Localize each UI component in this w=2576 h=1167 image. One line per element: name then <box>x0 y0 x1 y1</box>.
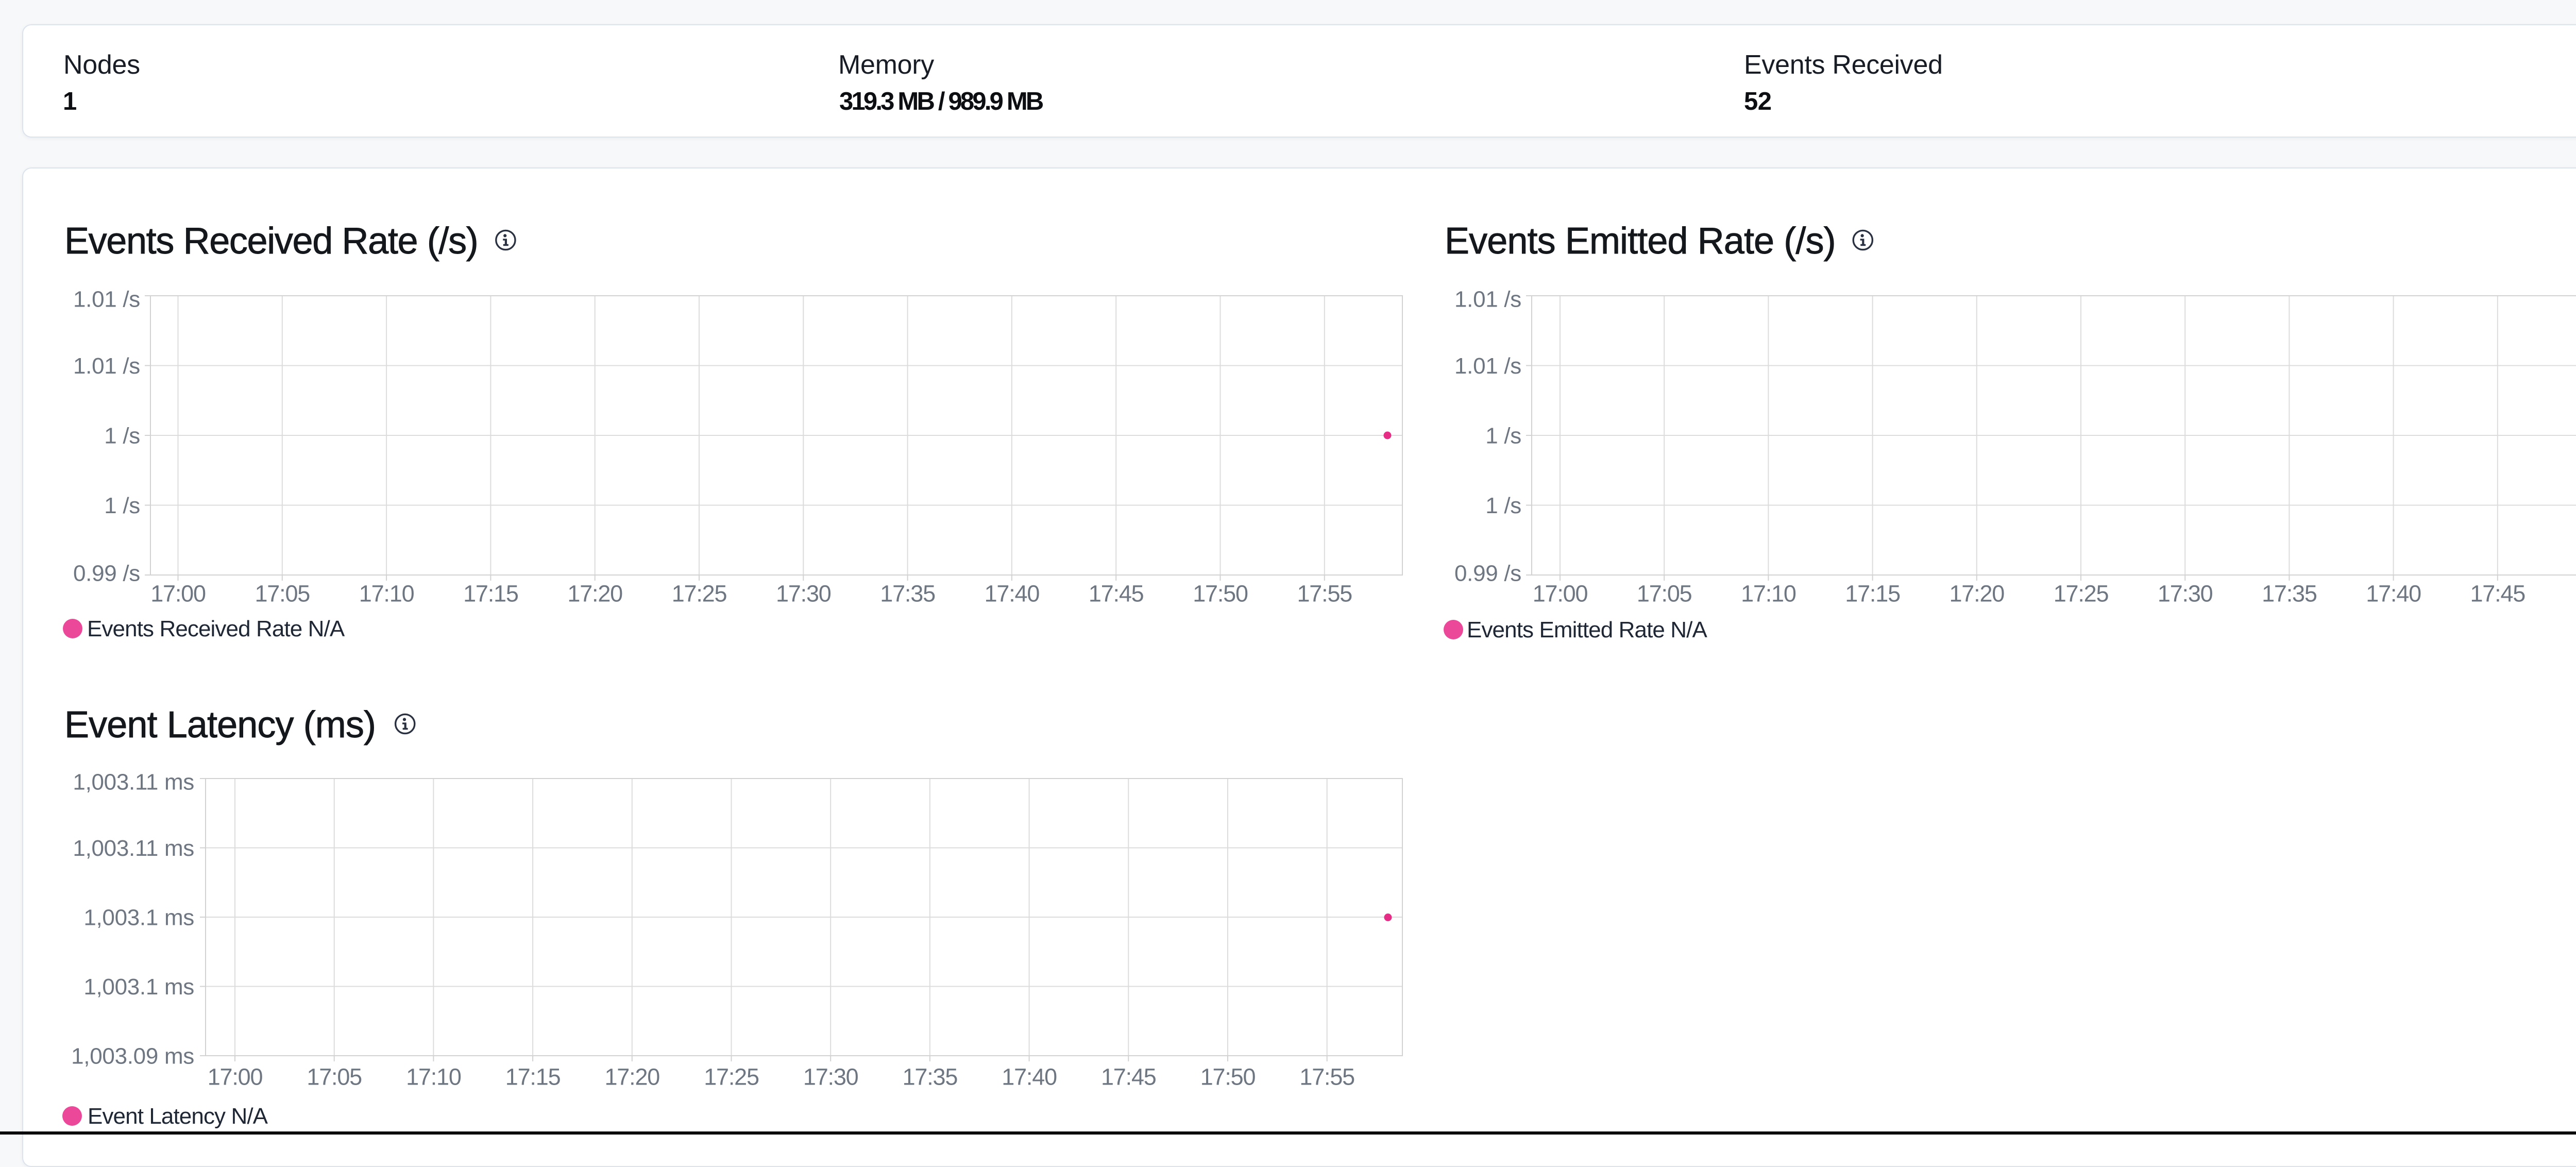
svg-text:1 /s: 1 /s <box>1485 493 1521 518</box>
svg-text:17:50: 17:50 <box>1200 1064 1256 1090</box>
svg-text:17:45: 17:45 <box>1101 1064 1156 1090</box>
svg-text:17:50: 17:50 <box>2574 581 2576 607</box>
svg-text:17:30: 17:30 <box>776 581 831 607</box>
svg-text:17:40: 17:40 <box>2366 581 2421 607</box>
svg-text:Event Latency N/A: Event Latency N/A <box>88 1104 268 1129</box>
svg-text:1 /s: 1 /s <box>104 424 140 449</box>
svg-text:17:45: 17:45 <box>2470 581 2525 607</box>
svg-text:0.99 /s: 0.99 /s <box>1454 561 1521 586</box>
svg-text:Events Received: Events Received <box>1744 50 1943 80</box>
svg-text:17:55: 17:55 <box>1299 1064 1354 1090</box>
svg-text:319.3 MB / 989.9 MB: 319.3 MB / 989.9 MB <box>839 88 1043 115</box>
svg-text:17:25: 17:25 <box>672 581 727 607</box>
svg-text:1,003.11 ms: 1,003.11 ms <box>73 770 194 795</box>
svg-text:17:10: 17:10 <box>406 1064 461 1090</box>
svg-text:1,003.1 ms: 1,003.1 ms <box>83 905 194 931</box>
svg-text:17:20: 17:20 <box>604 1064 659 1090</box>
svg-text:0.99 /s: 0.99 /s <box>73 561 140 586</box>
svg-text:17:20: 17:20 <box>567 581 622 607</box>
svg-text:17:30: 17:30 <box>803 1064 858 1090</box>
svg-text:Events Received Rate N/A: Events Received Rate N/A <box>87 616 345 641</box>
svg-text:Nodes: Nodes <box>63 50 140 80</box>
svg-text:17:20: 17:20 <box>1949 581 2004 607</box>
svg-text:17:05: 17:05 <box>1637 581 1692 607</box>
svg-text:17:30: 17:30 <box>2158 581 2213 607</box>
svg-text:1,003.1 ms: 1,003.1 ms <box>83 974 194 1000</box>
svg-text:17:35: 17:35 <box>903 1064 958 1090</box>
svg-text:17:15: 17:15 <box>463 581 518 607</box>
svg-text:Events Emitted Rate (/s): Events Emitted Rate (/s) <box>1445 221 1836 262</box>
svg-text:17:15: 17:15 <box>505 1064 561 1090</box>
svg-text:17:50: 17:50 <box>1193 581 1248 607</box>
svg-text:17:10: 17:10 <box>359 581 414 607</box>
svg-text:17:00: 17:00 <box>208 1064 263 1090</box>
svg-text:1: 1 <box>63 88 77 115</box>
svg-text:17:00: 17:00 <box>150 581 206 607</box>
svg-text:17:40: 17:40 <box>1002 1064 1057 1090</box>
svg-text:1.01 /s: 1.01 /s <box>1454 353 1521 379</box>
svg-text:1.01 /s: 1.01 /s <box>73 353 140 379</box>
svg-text:Memory: Memory <box>838 50 934 80</box>
svg-text:1 /s: 1 /s <box>1485 424 1521 449</box>
svg-text:1.01 /s: 1.01 /s <box>1454 287 1521 312</box>
svg-text:1,003.09 ms: 1,003.09 ms <box>71 1044 194 1069</box>
svg-text:17:00: 17:00 <box>1533 581 1588 607</box>
svg-text:17:10: 17:10 <box>1741 581 1796 607</box>
svg-text:17:25: 17:25 <box>704 1064 759 1090</box>
svg-text:Events Received Rate (/s): Events Received Rate (/s) <box>64 221 478 262</box>
svg-text:17:05: 17:05 <box>255 581 310 607</box>
svg-text:17:45: 17:45 <box>1089 581 1144 607</box>
svg-text:17:25: 17:25 <box>2054 581 2109 607</box>
svg-text:17:05: 17:05 <box>307 1064 362 1090</box>
svg-text:17:35: 17:35 <box>880 581 935 607</box>
svg-text:17:35: 17:35 <box>2262 581 2317 607</box>
svg-text:52: 52 <box>1744 88 1772 115</box>
svg-text:1.01 /s: 1.01 /s <box>73 287 140 312</box>
svg-text:17:15: 17:15 <box>1845 581 1900 607</box>
svg-text:17:55: 17:55 <box>1297 581 1352 607</box>
svg-text:1,003.11 ms: 1,003.11 ms <box>73 836 194 861</box>
svg-text:Event Latency (ms): Event Latency (ms) <box>64 704 376 746</box>
svg-text:Events Emitted Rate N/A: Events Emitted Rate N/A <box>1467 617 1707 642</box>
svg-text:17:40: 17:40 <box>985 581 1040 607</box>
svg-text:1 /s: 1 /s <box>104 493 140 518</box>
